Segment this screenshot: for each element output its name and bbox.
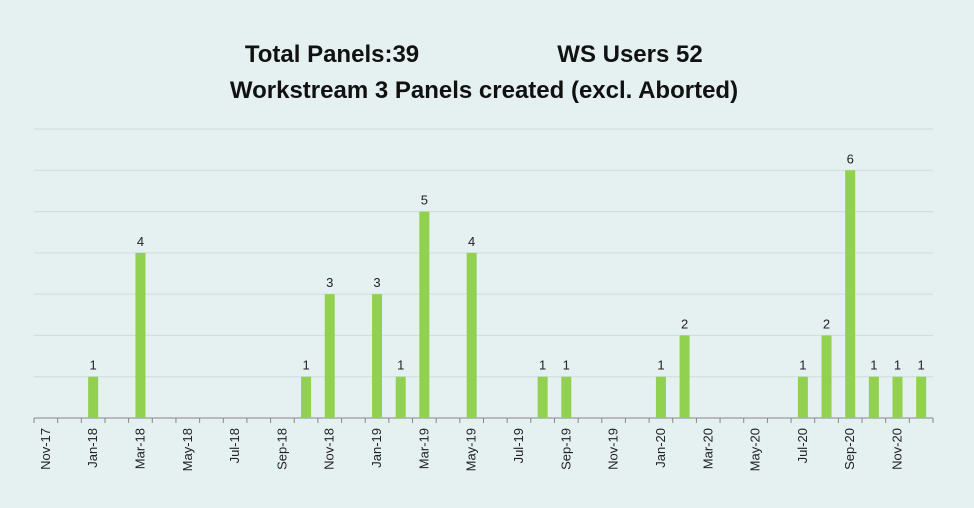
bar [868,376,879,418]
data-label: 1 [894,358,901,373]
data-label: 4 [468,234,475,249]
x-tick-label: Jul-20 [795,428,810,463]
data-label: 2 [823,316,830,331]
x-tick-label: Nov-17 [38,428,53,470]
annotation: WS Users 52 [557,41,702,68]
x-tick-label: May-18 [180,428,195,471]
x-tick-label: Mar-20 [700,428,715,469]
data-label: 4 [137,234,144,249]
x-tick-label: Jul-19 [511,428,526,463]
x-tick-label: Sep-18 [274,428,289,470]
data-label: 1 [799,358,806,373]
data-label: 1 [870,358,877,373]
data-label: 1 [563,358,570,373]
x-tick-label: Jan-19 [369,428,384,468]
bar [916,376,927,418]
data-label: 1 [397,358,404,373]
x-tick-label: Sep-19 [558,428,573,470]
data-label: 2 [681,316,688,331]
bar [561,376,572,418]
x-tick-label: Sep-20 [842,428,857,470]
bar [419,211,430,418]
chart-title: Workstream 3 Panels created (excl. Abort… [230,77,738,104]
x-tick-label: May-19 [464,428,479,471]
bar [797,376,808,418]
data-label: 6 [847,151,854,166]
bar [466,252,477,418]
data-label: 1 [539,358,546,373]
data-label: 5 [421,193,428,208]
bar [821,335,832,418]
bar [845,170,856,418]
bar [135,252,146,418]
data-label: 3 [326,275,333,290]
x-tick-label: Mar-19 [416,428,431,469]
x-tick-label: Jul-18 [227,428,242,463]
x-tick-label: Nov-19 [606,428,621,470]
bar [301,376,312,418]
bar [892,376,903,418]
x-tick-label: Nov-18 [322,428,337,470]
x-tick-label: Nov-20 [890,428,905,470]
annotation: Total Panels:39 [245,41,419,68]
bar [655,376,666,418]
data-label: 1 [302,358,309,373]
bar [88,376,99,418]
data-label: 1 [657,358,664,373]
bar [395,376,406,418]
x-tick-label: May-20 [748,428,763,471]
data-label: 1 [90,358,97,373]
bar [324,294,335,418]
x-tick-label: Jan-20 [653,428,668,468]
bar [372,294,383,418]
data-label: 3 [373,275,380,290]
bar [537,376,548,418]
data-label: 1 [918,358,925,373]
x-tick-label: Jan-18 [85,428,100,468]
x-tick-label: Mar-18 [132,428,147,469]
bar [679,335,690,418]
